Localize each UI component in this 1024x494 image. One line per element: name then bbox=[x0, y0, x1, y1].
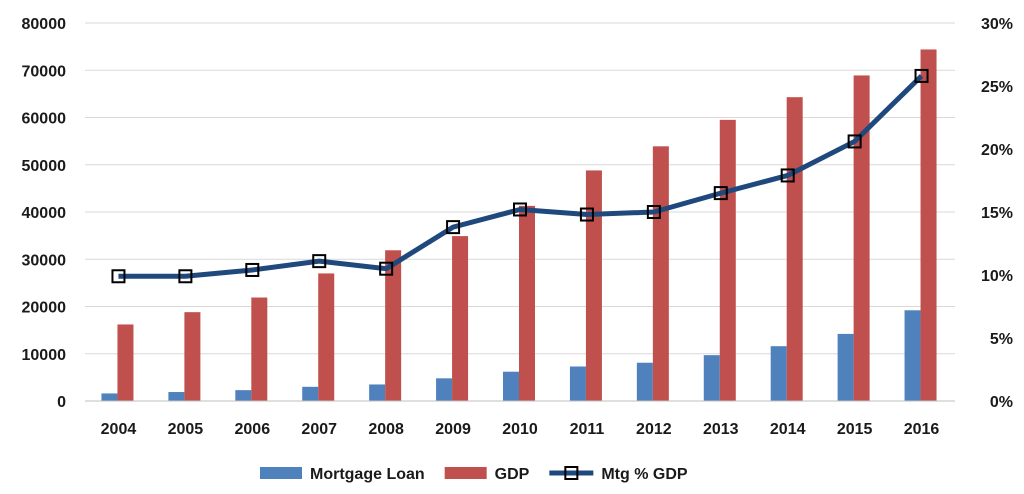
y-left-tick-label: 0 bbox=[57, 394, 66, 411]
bar-mortgage-loan bbox=[302, 386, 319, 401]
bar-gdp bbox=[251, 297, 268, 401]
bar-mortgage-loan bbox=[569, 366, 586, 401]
bar-mortgage-loan bbox=[369, 384, 386, 401]
marker-mtg-pct-gdp bbox=[245, 262, 260, 277]
x-tick-label: 2005 bbox=[168, 421, 204, 438]
marker-mtg-pct-gdp bbox=[379, 261, 394, 276]
bar-mortgage-loan bbox=[904, 310, 921, 401]
bar-mortgage-loan bbox=[101, 393, 118, 401]
x-tick-label: 2011 bbox=[570, 421, 605, 438]
y-right-tick-label: 5% bbox=[990, 331, 1013, 348]
marker-mtg-pct-gdp bbox=[713, 186, 728, 201]
bars bbox=[101, 49, 937, 402]
x-tick-label: 2015 bbox=[837, 421, 873, 438]
marker-mtg-pct-gdp bbox=[847, 134, 862, 149]
marker-mtg-pct-gdp bbox=[513, 202, 527, 217]
bar-mortgage-loan bbox=[703, 355, 720, 401]
bar-mortgage-loan bbox=[503, 371, 519, 401]
marker-mtg-pct-gdp bbox=[646, 205, 661, 219]
x-tick-label: 2012 bbox=[636, 421, 672, 438]
axes: 0 10000 20000 30000 40000 50000 60000 70000 8000… bbox=[22, 16, 1014, 438]
bar-gdp bbox=[652, 146, 669, 401]
bar-mortgage-loan bbox=[436, 378, 453, 401]
marker-mtg-pct-gdp bbox=[312, 254, 327, 269]
bar-gdp bbox=[184, 312, 201, 401]
bar-mortgage-loan bbox=[770, 346, 787, 401]
marker-mtg-pct-gdp bbox=[446, 220, 461, 235]
y-left-tick-label: 30000 bbox=[22, 252, 67, 269]
legend-label-mtg-gdp: Mtg % GDP bbox=[601, 466, 688, 483]
bar-gdp bbox=[318, 273, 335, 401]
ratio-line bbox=[111, 68, 929, 284]
bar-mortgage-loan bbox=[235, 390, 252, 401]
marker-mtg-pct-gdp bbox=[178, 269, 193, 284]
x-tick-label: 2006 bbox=[235, 421, 271, 438]
bar-gdp bbox=[117, 324, 134, 401]
x-tick-label: 2008 bbox=[368, 421, 404, 438]
bar-gdp bbox=[585, 170, 602, 401]
y-right-tick-label: 10% bbox=[981, 268, 1013, 285]
bar-gdp bbox=[452, 236, 469, 401]
bar-gdp bbox=[920, 49, 937, 402]
y-left-tick-label: 70000 bbox=[22, 63, 67, 80]
bar-gdp bbox=[385, 250, 402, 401]
line-mtg-pct-gdp bbox=[118, 74, 924, 279]
marker-mtg-pct-gdp bbox=[111, 269, 126, 284]
legend-swatch-mortgage-loan bbox=[260, 467, 302, 479]
bar-mortgage-loan bbox=[636, 362, 653, 401]
marker-mtg-pct-gdp bbox=[780, 168, 795, 183]
x-tick-label: 2016 bbox=[904, 421, 940, 438]
bar-gdp bbox=[853, 75, 870, 401]
bar-gdp bbox=[786, 97, 803, 402]
x-tick-label: 2009 bbox=[435, 421, 471, 438]
y-left-tick-label: 10000 bbox=[22, 347, 67, 364]
y-right-tick-label: 25% bbox=[981, 79, 1013, 96]
legend: Mortgage Loan GDP Mtg % GDP bbox=[260, 466, 688, 483]
legend-swatch-gdp bbox=[444, 467, 487, 479]
y-right-tick-label: 30% bbox=[981, 16, 1013, 33]
legend-label-gdp: GDP bbox=[495, 466, 530, 483]
x-tick-label: 2004 bbox=[101, 421, 137, 438]
legend-label-mortgage-loan: Mortgage Loan bbox=[310, 466, 425, 483]
y-left-tick-label: 40000 bbox=[22, 205, 67, 222]
y-right-tick-label: 15% bbox=[981, 205, 1013, 222]
y-left-tick-label: 80000 bbox=[22, 16, 67, 33]
y-left-tick-label: 60000 bbox=[22, 111, 67, 128]
y-right-tick-label: 0% bbox=[990, 394, 1013, 411]
x-tick-label: 2014 bbox=[770, 421, 806, 438]
x-tick-label: 2007 bbox=[301, 421, 337, 438]
bar-gdp bbox=[519, 205, 535, 401]
y-left-tick-label: 50000 bbox=[22, 158, 67, 175]
x-tick-label: 2010 bbox=[502, 421, 538, 438]
y-left-tick-label: 20000 bbox=[22, 300, 67, 317]
legend-marker-mtg-gdp bbox=[564, 466, 579, 480]
marker-mtg-pct-gdp bbox=[579, 207, 594, 222]
bar-gdp bbox=[719, 119, 736, 402]
x-tick-label: 2013 bbox=[703, 421, 739, 438]
bar-mortgage-loan bbox=[837, 333, 854, 401]
y-right-tick-label: 20% bbox=[981, 142, 1013, 159]
bar-mortgage-loan bbox=[168, 392, 185, 401]
marker-mtg-pct-gdp bbox=[914, 68, 929, 83]
